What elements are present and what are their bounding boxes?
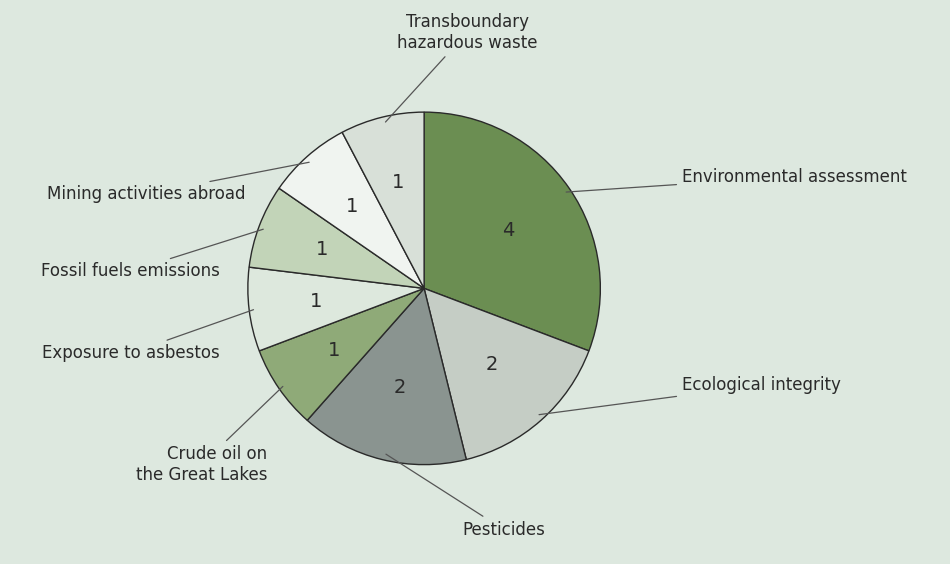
Text: 1: 1 <box>328 341 340 360</box>
Text: 1: 1 <box>346 197 358 216</box>
Text: 1: 1 <box>310 292 322 311</box>
Wedge shape <box>279 133 424 288</box>
Text: Pesticides: Pesticides <box>386 454 545 539</box>
Text: Fossil fuels emissions: Fossil fuels emissions <box>41 229 263 280</box>
Text: Transboundary
hazardous waste: Transboundary hazardous waste <box>386 13 538 122</box>
Wedge shape <box>259 288 424 420</box>
Text: 1: 1 <box>315 240 328 259</box>
Text: Exposure to asbestos: Exposure to asbestos <box>42 310 254 362</box>
Text: 2: 2 <box>485 355 498 374</box>
Text: 1: 1 <box>391 173 404 192</box>
Wedge shape <box>249 188 424 288</box>
Wedge shape <box>424 288 589 460</box>
Text: Environmental assessment: Environmental assessment <box>566 168 907 192</box>
Wedge shape <box>307 288 466 465</box>
Wedge shape <box>248 267 424 351</box>
Wedge shape <box>342 112 424 288</box>
Text: 4: 4 <box>502 221 514 240</box>
Text: 2: 2 <box>393 378 406 397</box>
Text: Mining activities abroad: Mining activities abroad <box>48 162 309 203</box>
Text: Ecological integrity: Ecological integrity <box>539 376 841 415</box>
Text: Crude oil on
the Great Lakes: Crude oil on the Great Lakes <box>136 386 283 484</box>
Wedge shape <box>424 112 600 351</box>
